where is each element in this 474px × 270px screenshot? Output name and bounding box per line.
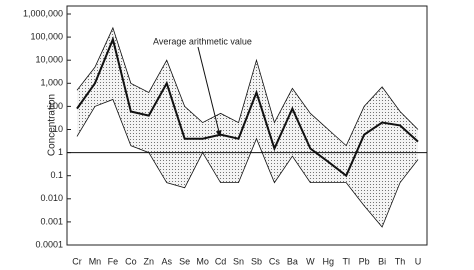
x-tick-label: Hg xyxy=(323,256,335,266)
x-tick-label: As xyxy=(161,256,172,266)
x-tick-label: Bi xyxy=(378,256,386,266)
plot-frame xyxy=(66,5,428,246)
x-tick-label: Fe xyxy=(108,256,119,266)
x-tick-label: Sn xyxy=(233,256,244,266)
annotation: Average arithmetic value xyxy=(153,36,252,46)
y-tick-label: 1,000,000 xyxy=(23,8,63,18)
x-tick-label: Cd xyxy=(215,256,227,266)
x-tick-label: W xyxy=(306,256,315,266)
x-tick-label: Sb xyxy=(251,256,262,266)
x-tick-label: Ba xyxy=(287,256,298,266)
y-tick-label: 0.1 xyxy=(50,170,63,180)
x-tick-label: Th xyxy=(395,256,406,266)
x-tick-label: Cs xyxy=(269,256,280,266)
x-tick-label: U xyxy=(415,256,422,266)
x-tick-label: Mn xyxy=(89,256,102,266)
x-tick-label: Mo xyxy=(196,256,209,266)
lower-line xyxy=(76,98,419,228)
annotation-arrow xyxy=(197,46,222,137)
y-tick-label: 100,000 xyxy=(30,31,63,41)
y-tick-label: 0.010 xyxy=(40,193,63,203)
x-tick-label: Cr xyxy=(72,256,82,266)
y-tick-label: 1 xyxy=(58,147,63,157)
y-axis-label: Concentration xyxy=(47,94,58,156)
y-tick-label: 1,000 xyxy=(40,78,63,88)
average-line xyxy=(76,36,419,178)
y-tick-label: 100 xyxy=(48,101,63,111)
upper-line xyxy=(76,26,419,147)
range-area xyxy=(77,27,418,228)
x-tick-label: Co xyxy=(125,256,137,266)
x-tick-label: Tl xyxy=(342,256,350,266)
y-tick-label: 10,000 xyxy=(35,55,63,65)
y-tick-label: 0.0001 xyxy=(35,239,63,249)
x-tick-label: Se xyxy=(179,256,190,266)
y-tick-label: 10 xyxy=(53,124,63,134)
x-tick-label: Zn xyxy=(144,256,155,266)
x-tick-label: Pb xyxy=(359,256,370,266)
y-tick-label: 0.001 xyxy=(40,216,63,226)
